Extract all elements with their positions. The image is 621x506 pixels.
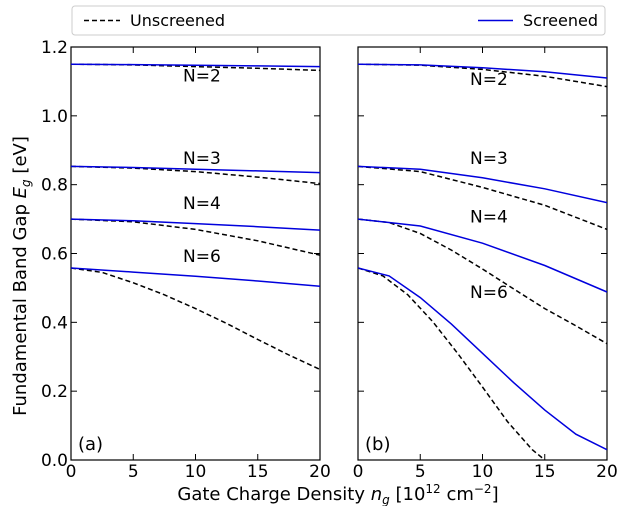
x-axis-title-unit-close: ]	[492, 484, 499, 505]
series-line-screened-n3	[358, 165, 607, 204]
curves	[71, 63, 320, 371]
x-tick-label: 20	[596, 462, 618, 482]
curve-label-n4: N=4	[470, 208, 508, 228]
curve-label-n4: N=4	[183, 194, 221, 214]
series-line-screened-n2	[358, 63, 607, 79]
series-line-screened-n6	[358, 267, 607, 451]
x-axis-title-text: Gate Charge Density	[177, 484, 365, 505]
legend-label-screened: Screened	[523, 11, 598, 30]
series-line-screened-n4	[71, 218, 320, 231]
x-axis-title-symbol: n	[371, 484, 382, 505]
panel-a: 0 5 10 15 20 0.0 0.2 0.4 0.6 0.8 1.0 1.2 N=2 N=3 N=4 N=…	[41, 38, 331, 482]
y-axis-title-symbol: E	[10, 186, 31, 198]
legend: Unscreened Screened	[71, 5, 606, 36]
x-tick-label: 15	[534, 462, 556, 482]
series-line-screened-n2	[71, 63, 320, 68]
curve-label-n2: N=2	[470, 70, 508, 90]
y-axis-title-unit: [eV]	[10, 136, 31, 173]
x-tick-label: 10	[185, 462, 207, 482]
curve-label-n2: N=2	[183, 66, 221, 86]
y-tick-label: 0.6	[41, 245, 68, 265]
curve-label-n3: N=3	[183, 149, 221, 169]
y-tick-label: 1.0	[41, 107, 68, 127]
series-line-unscreened-n6	[358, 267, 546, 460]
panel-label: (b)	[365, 434, 390, 455]
plot-frame	[357, 46, 608, 461]
x-axis-title-symbol-sub: g	[382, 493, 390, 506]
x-tick-label: 5	[415, 462, 426, 482]
series-line-unscreened-n6	[71, 267, 320, 371]
series-line-screened-n3	[71, 165, 320, 174]
curve-label-n6: N=6	[470, 283, 508, 303]
series-line-unscreened-n3	[358, 165, 607, 231]
panels: 0 5 10 15 20 0.0 0.2 0.4 0.6 0.8 1.0 1.2 N=2 N=3 N=4 N=…	[41, 38, 618, 482]
y-axis-title: Fundamental Band Gap Eg [eV]	[10, 136, 35, 416]
x-tick-label: 5	[128, 462, 139, 482]
panel-label: (a)	[78, 434, 103, 455]
x-axis-title: Gate Charge Density ng [1012 cm−2]	[177, 477, 498, 506]
y-axis-title-text: Fundamental Band Gap	[10, 204, 31, 416]
x-axis-title-unit-open: [10	[395, 484, 425, 505]
series-line-screened-n4	[358, 218, 607, 293]
y-axis-title-symbol-sub: g	[19, 179, 33, 187]
x-tick-label: 0	[353, 462, 364, 482]
panel-b: 0 5 10 15 20 N=2 N=3 N=4 N=6 (b)	[353, 46, 618, 482]
curve-label-n6: N=6	[183, 247, 221, 267]
x-tick-label: 15	[247, 462, 269, 482]
curve-label-n3: N=3	[470, 149, 508, 169]
series-line-unscreened-n4	[358, 218, 607, 345]
x-tick-label: 0	[66, 462, 77, 482]
y-tick-label: 0.4	[41, 313, 68, 333]
y-tick-label: 0.2	[41, 382, 68, 402]
series-line-screened-n6	[71, 267, 320, 287]
y-tick-label: 1.2	[41, 38, 68, 58]
legend-frame	[71, 5, 606, 36]
y-tick-label: 0.8	[41, 176, 68, 196]
x-axis-title-unit-exp2: −2	[474, 482, 492, 496]
y-tick-label: 0.0	[41, 451, 68, 471]
x-tick-label: 20	[309, 462, 331, 482]
legend-label-unscreened: Unscreened	[130, 11, 225, 30]
x-axis-title-unit-mid: cm	[446, 484, 473, 505]
x-tick-label: 10	[472, 462, 494, 482]
curves	[358, 63, 607, 460]
x-axis-title-unit-exp: 12	[425, 482, 440, 496]
